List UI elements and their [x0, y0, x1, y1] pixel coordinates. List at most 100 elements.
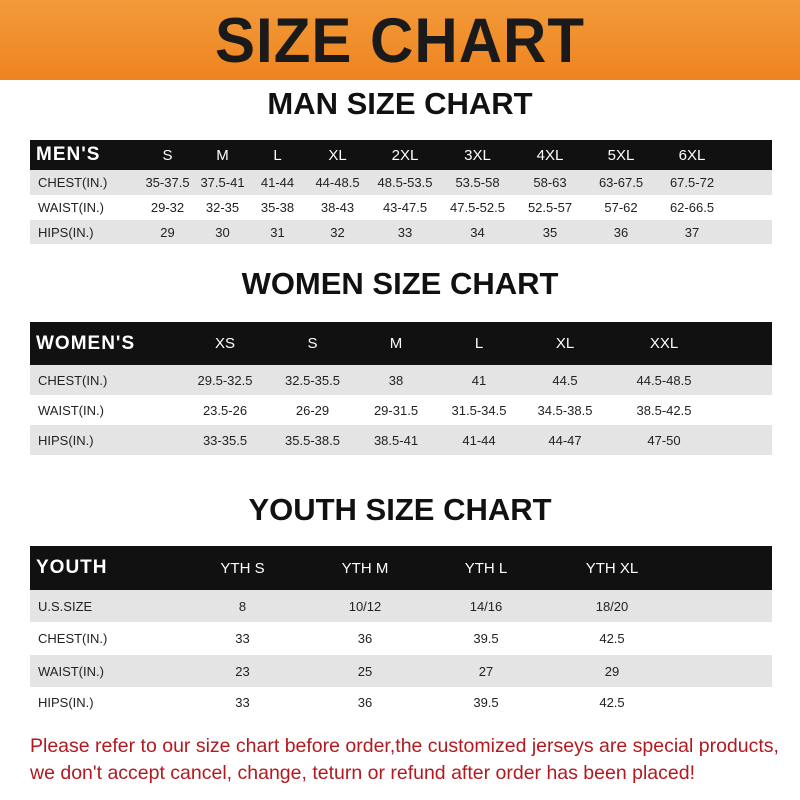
table-cell: S	[307, 335, 318, 352]
table-cell: 14/16	[469, 598, 503, 614]
table-cell: 27	[478, 663, 494, 679]
row-label: MEN'S	[36, 144, 101, 165]
row-label: CHEST(IN.)	[38, 175, 108, 190]
table-cell: 35.5-38.5	[285, 432, 340, 448]
row-label: CHEST(IN.)	[38, 372, 108, 388]
table-cell: 38.5-41	[373, 432, 419, 448]
table-cell: L	[273, 146, 282, 164]
table-cell: 32-35	[205, 200, 240, 215]
table-cell: 25	[357, 663, 373, 679]
table-cell: 36	[357, 631, 373, 646]
table-cell: 29	[604, 663, 620, 679]
table-cell: 23	[235, 663, 250, 679]
notice-line-2: we don't accept cancel, change, teturn o…	[30, 762, 695, 784]
row-label: WAIST(IN.)	[38, 663, 104, 679]
row-label: HIPS(IN.)	[38, 695, 94, 710]
table-cell: 42.5	[599, 695, 625, 710]
table-cell: 57-62	[604, 200, 638, 215]
table-cell: 31.5-34.5	[451, 402, 507, 418]
table-cell: 44.5	[552, 372, 578, 388]
row-label: HIPS(IN.)	[38, 432, 94, 448]
table-row: CHEST(IN.) 35-37.5 37.5-41 41-44 44-48.5 48.5…	[30, 170, 772, 195]
table-cell: 38-43	[320, 200, 355, 215]
table-cell: 33	[235, 695, 250, 710]
table-cell: 41-44	[462, 432, 496, 448]
table-cell: 52.5-57	[527, 200, 573, 215]
table-cell: 35-37.5	[145, 175, 190, 190]
table-cell: 33	[235, 631, 250, 646]
table-row: HIPS(IN.) 29 30 31 32 33 34 35 36 37	[30, 220, 772, 244]
table-cell: 31	[270, 224, 285, 240]
men-size-table: MEN'S S M L XL 2XL 3XL 4XL 5XL 6XL CHEST(IN.) 35-37…	[30, 140, 772, 244]
table-cell: 26-29	[295, 402, 330, 418]
table-cell: 38	[388, 372, 404, 388]
table-cell: 23.5-26	[202, 402, 248, 418]
table-cell: 18/20	[595, 598, 629, 614]
table-header-row: MEN'S S M L XL 2XL 3XL 4XL 5XL 6XL	[30, 140, 772, 170]
table-cell: 8	[238, 598, 247, 614]
row-label: WAIST(IN.)	[38, 402, 104, 418]
table-cell: 33-35.5	[202, 432, 248, 448]
table-cell: 32.5-35.5	[285, 372, 340, 388]
table-cell: 29-32	[150, 200, 185, 215]
table-row: CHEST(IN.) 33 36 39.5 42.5	[30, 622, 772, 655]
table-cell: 39.5	[473, 631, 499, 646]
table-cell: YTH L	[464, 559, 508, 577]
table-cell: 5XL	[607, 146, 635, 164]
table-cell: XS	[214, 335, 235, 352]
table-row: WAIST(IN.) 29-32 32-35 35-38 38-43 43-47.5 47.…	[30, 195, 772, 220]
table-cell: 36	[613, 224, 629, 240]
table-row: WAIST(IN.) 23 25 27 29	[30, 655, 772, 687]
table-cell: 39.5	[473, 695, 499, 710]
table-cell: 38.5-42.5	[636, 402, 692, 418]
notice-line-1: Please refer to our size chart before or…	[30, 735, 779, 757]
table-cell: XL	[555, 335, 575, 352]
table-cell: 29-31.5	[373, 402, 419, 418]
table-cell: 10/12	[348, 598, 382, 614]
table-cell: 47.5-52.5	[450, 200, 505, 215]
row-label: U.S.SIZE	[38, 598, 93, 614]
table-row: WAIST(IN.) 23.5-26 26-29 29-31.5 31.5-34.5 34…	[30, 395, 772, 425]
table-row: CHEST(IN.) 29.5-32.5 32.5-35.5 38 41 44.5 44.5…	[30, 365, 772, 395]
table-cell: YTH M	[341, 559, 389, 577]
table-cell: 44-47	[548, 432, 582, 448]
row-label: CHEST(IN.)	[38, 631, 108, 646]
order-notice: Please refer to our size chart before or…	[30, 733, 790, 787]
table-cell: 34	[470, 224, 485, 240]
table-cell: M	[389, 335, 403, 352]
table-cell: 62-66.5	[669, 200, 715, 215]
table-cell: 43-47.5	[382, 200, 428, 215]
table-cell: 29	[160, 224, 175, 240]
table-cell: 34.5-38.5	[537, 402, 593, 418]
women-size-table: WOMEN'S XS S M L XL XXL CHEST(IN.) 29.5-32.5 32.5…	[30, 322, 772, 455]
table-cell: XL	[328, 146, 347, 164]
table-cell: 44-48.5	[315, 175, 360, 190]
table-cell: 35-38	[260, 200, 295, 215]
table-cell: 41	[471, 372, 487, 388]
table-header-row: WOMEN'S XS S M L XL XXL	[30, 322, 772, 365]
women-section-title: WOMEN SIZE CHART	[241, 266, 559, 301]
title-banner: SIZE CHART	[0, 0, 800, 80]
table-cell: 3XL	[464, 146, 491, 164]
table-row: HIPS(IN.) 33-35.5 35.5-38.5 38.5-41 41-44 44-…	[30, 425, 772, 455]
youth-size-table: YOUTH YTH S YTH M YTH L YTH XL U.S.SIZE 8 10/12…	[30, 546, 772, 718]
table-header-row: YOUTH YTH S YTH M YTH L YTH XL	[30, 546, 772, 590]
table-cell: 4XL	[536, 146, 564, 164]
table-cell: 48.5-53.5	[377, 175, 433, 190]
table-row: U.S.SIZE 8 10/12 14/16 18/20	[30, 590, 772, 622]
table-cell: XXL	[649, 335, 679, 352]
table-cell: YTH XL	[585, 559, 639, 577]
table-cell: 53.5-58	[455, 175, 500, 190]
table-cell: 37.5-41	[200, 175, 245, 190]
table-cell: 35	[542, 224, 558, 240]
table-cell: 32	[330, 224, 345, 240]
table-cell: L	[474, 335, 484, 352]
table-cell: 44.5-48.5	[636, 372, 692, 388]
table-cell: 42.5	[599, 631, 625, 646]
table-cell: 2XL	[391, 146, 419, 164]
table-cell: YTH S	[220, 559, 265, 577]
youth-section-title: YOUTH SIZE CHART	[248, 492, 552, 527]
table-cell: 29.5-32.5	[197, 372, 253, 388]
table-cell: 33	[397, 224, 413, 240]
row-label: WAIST(IN.)	[38, 200, 104, 215]
